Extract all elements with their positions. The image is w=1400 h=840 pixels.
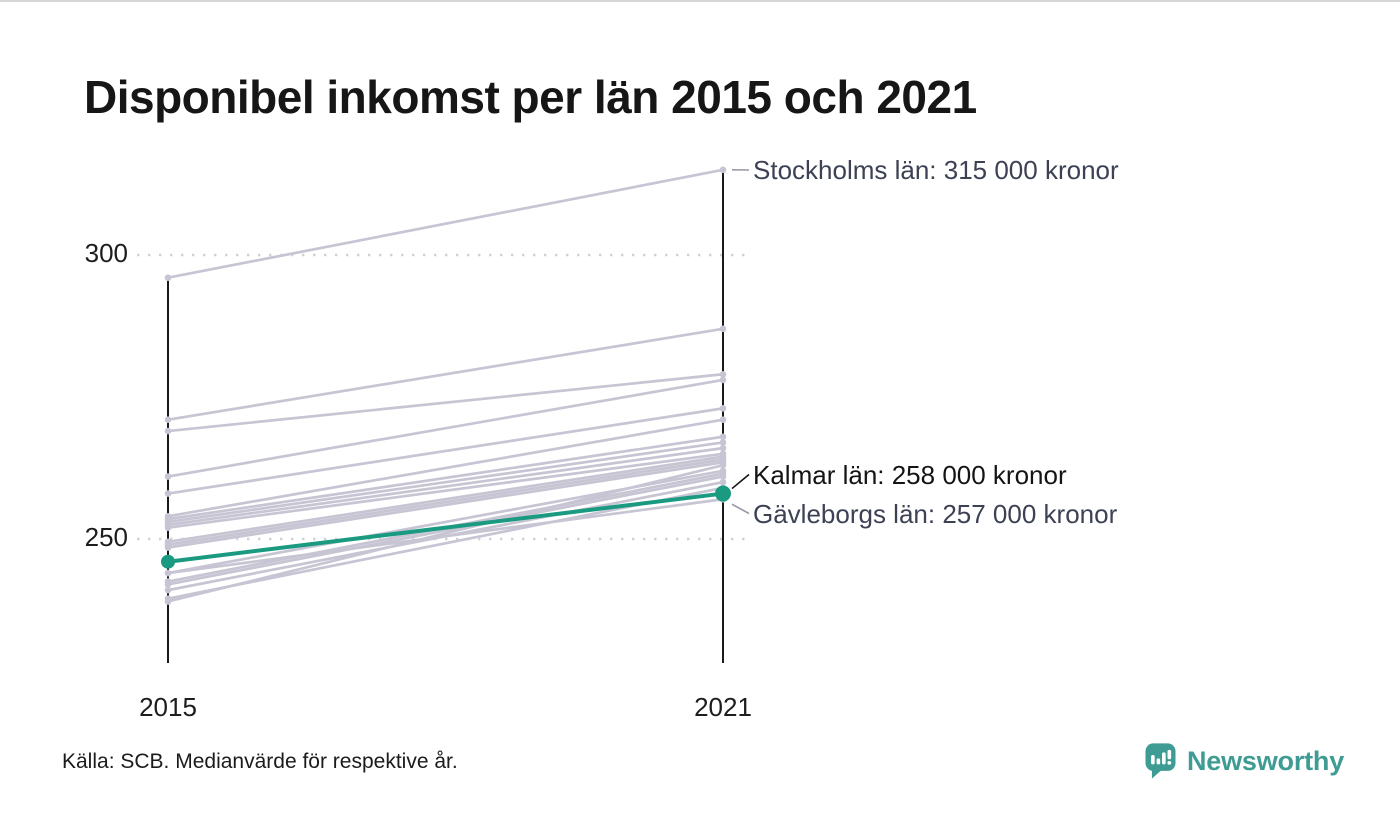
source-note: Källa: SCB. Medianvärde för respektive å… (62, 750, 458, 773)
newsworthy-logo: Newsworthy (1145, 743, 1344, 779)
chart-title: Disponibel inkomst per län 2015 och 2021 (84, 71, 977, 123)
y-axis-tick-300: 300 (84, 238, 128, 268)
annotation-gavleborg: Gävleborgs län: 257 000 kronor (753, 499, 1118, 529)
newsworthy-wordmark: Newsworthy (1187, 745, 1345, 776)
x-axis-label-2015: 2015 (139, 692, 197, 722)
annotation-kalmar: Kalmar län: 258 000 kronor (753, 460, 1067, 490)
annotation-stockholm: Stockholms län: 315 000 kronor (753, 155, 1119, 185)
y-axis-tick-250: 250 (84, 522, 128, 552)
x-axis-label-2021: 2021 (694, 692, 752, 722)
newsworthy-speech-bubble-icon (1145, 743, 1176, 779)
